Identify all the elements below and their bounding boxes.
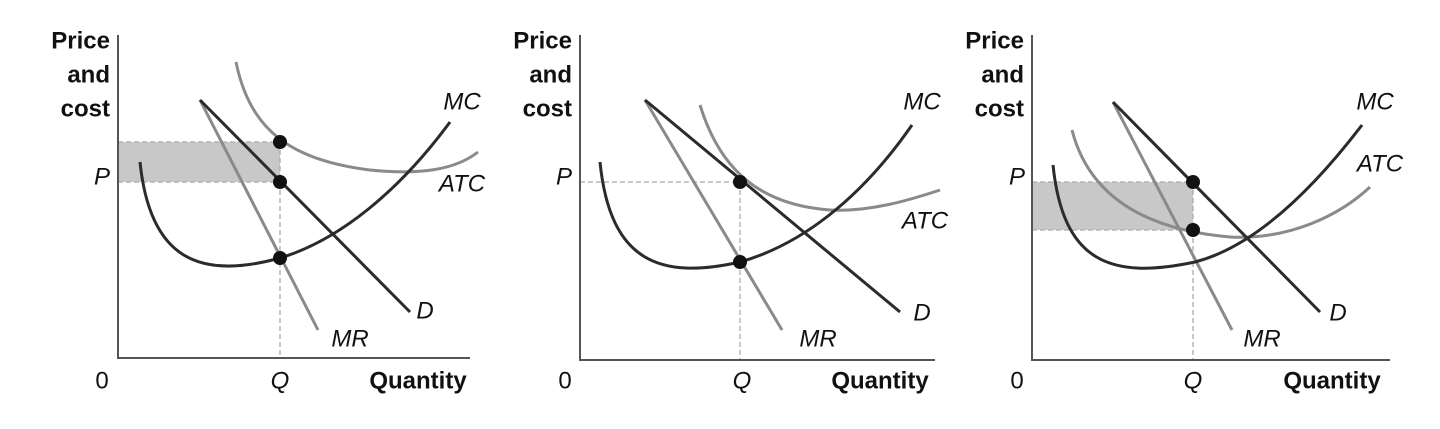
point <box>273 251 287 265</box>
panel: Price and cost P 0 Q Quantity MC ATC D M… <box>513 27 948 394</box>
x-axis-label: Quantity <box>1283 367 1381 394</box>
point <box>733 255 747 269</box>
profit-area <box>118 142 280 182</box>
point <box>733 175 747 189</box>
point <box>273 135 287 149</box>
demand-curve <box>1111 100 1322 314</box>
mc-curve <box>598 124 914 270</box>
y-axis-label: cost <box>61 95 110 122</box>
price-label: P <box>1009 163 1025 190</box>
axes <box>579 35 935 361</box>
y-axis-label: and <box>981 61 1024 88</box>
y-axis-label: cost <box>523 95 572 122</box>
guide-lines <box>1032 181 1194 360</box>
curve-label: MR <box>1243 325 1280 352</box>
quantity-label: Q <box>733 367 752 394</box>
origin-label: 0 <box>558 367 571 394</box>
curve-label: ATC <box>900 207 949 234</box>
atc-curve <box>234 61 479 174</box>
origin-label: 0 <box>1010 367 1023 394</box>
quantity-label: Q <box>271 367 290 394</box>
origin-label: 0 <box>95 367 108 394</box>
curve-label: MC <box>903 88 941 115</box>
price-label: P <box>556 163 572 190</box>
curve-label: ATC <box>1355 150 1404 177</box>
guide-lines <box>580 181 741 360</box>
mr-curve <box>198 99 320 331</box>
y-axis-label: Price <box>51 27 110 54</box>
curve-label: MC <box>1356 88 1394 115</box>
point <box>1186 223 1200 237</box>
y-axis-label: cost <box>975 95 1024 122</box>
y-axis-label: Price <box>513 27 572 54</box>
x-axis-label: Quantity <box>369 367 467 394</box>
y-axis-label: and <box>67 61 110 88</box>
atc-curve <box>698 104 941 212</box>
point <box>1186 175 1200 189</box>
point <box>273 175 287 189</box>
panel: Price and cost P 0 Q Quantity MC ATC D M… <box>51 27 485 394</box>
price-label: P <box>94 163 110 190</box>
curve-label: MC <box>443 88 481 115</box>
axes <box>1031 35 1390 361</box>
mr-curve <box>643 99 784 331</box>
curve-label: D <box>416 297 433 324</box>
x-axis-label: Quantity <box>831 367 929 394</box>
curve-label: MR <box>799 325 836 352</box>
curve-label: MR <box>331 325 368 352</box>
axes <box>117 35 470 359</box>
mr-curve <box>1111 101 1234 331</box>
curve-label: D <box>913 299 930 326</box>
curve-label: ATC <box>437 170 486 197</box>
atc-curve <box>1070 129 1372 239</box>
curve-label: D <box>1329 299 1346 326</box>
quantity-label: Q <box>1184 367 1203 394</box>
demand-curve <box>644 98 901 314</box>
y-axis-label: Price <box>965 27 1024 54</box>
mc-curve <box>1051 124 1364 270</box>
demand-curve <box>198 98 412 314</box>
panel: Price and cost P 0 Q Quantity MC ATC D M… <box>965 27 1403 394</box>
y-axis-label: and <box>529 61 572 88</box>
